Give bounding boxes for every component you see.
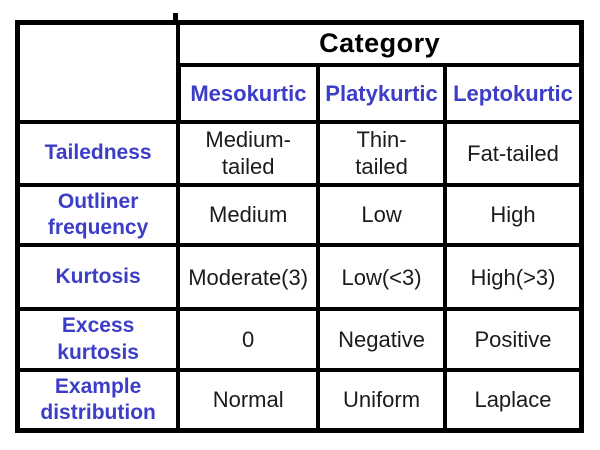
cell-outliner-frequency-leptokurtic: High (442, 182, 584, 248)
cell-excess-kurtosis-platykurtic: Negative (316, 307, 447, 372)
table-row-kurtosis: Kurtosis Moderate(3) Low(<3) High(>3) (15, 243, 584, 312)
cell-outliner-frequency-platykurtic: Low (316, 182, 447, 248)
cell-example-distribution-leptokurtic: Laplace (442, 367, 584, 434)
column-header-platykurtic: Platykurtic (316, 62, 447, 124)
cell-excess-kurtosis-leptokurtic: Positive (442, 307, 584, 372)
row-label-outliner-frequency: Outliner frequency (15, 182, 181, 248)
table-row-outliner-frequency: Outliner frequency Medium Low High (15, 182, 584, 248)
kurtosis-comparison-table: Category Mesokurtic Platykurtic Leptokur… (15, 19, 585, 434)
cell-excess-kurtosis-mesokurtic: 0 (176, 307, 321, 372)
cell-kurtosis-mesokurtic: Moderate(3) (176, 243, 321, 312)
row-label-excess-kurtosis: Excess kurtosis (15, 307, 181, 372)
cell-tailedness-mesokurtic: Medium- tailed (176, 119, 321, 187)
cell-tailedness-platykurtic: Thin- tailed (316, 119, 447, 187)
category-header: Category (176, 19, 585, 67)
column-header-mesokurtic: Mesokurtic (175, 62, 321, 124)
row-label-example-distribution: Example distribution (15, 367, 181, 434)
cell-tailedness-leptokurtic: Fat-tailed (442, 119, 584, 187)
column-header-leptokurtic: Leptokurtic (442, 62, 584, 124)
corner-cell (15, 19, 181, 124)
cell-kurtosis-platykurtic: Low(<3) (316, 243, 447, 312)
column-header-row: Mesokurtic Platykurtic Leptokurtic (18, 62, 584, 124)
row-label-tailedness: Tailedness (15, 119, 181, 187)
cell-example-distribution-mesokurtic: Normal (176, 367, 321, 434)
cell-outliner-frequency-mesokurtic: Medium (176, 182, 321, 248)
table-row-example-distribution: Example distribution Normal Uniform Lapl… (15, 367, 584, 434)
row-label-kurtosis: Kurtosis (15, 243, 181, 312)
cell-example-distribution-platykurtic: Uniform (316, 367, 447, 434)
table-row-tailedness: Tailedness Medium- tailed Thin- tailed F… (15, 119, 584, 187)
cell-kurtosis-leptokurtic: High(>3) (442, 243, 584, 312)
border-artifact-tick (173, 13, 178, 22)
category-header-row: Category (15, 19, 585, 124)
table-row-excess-kurtosis: Excess kurtosis 0 Negative Positive (15, 307, 584, 372)
